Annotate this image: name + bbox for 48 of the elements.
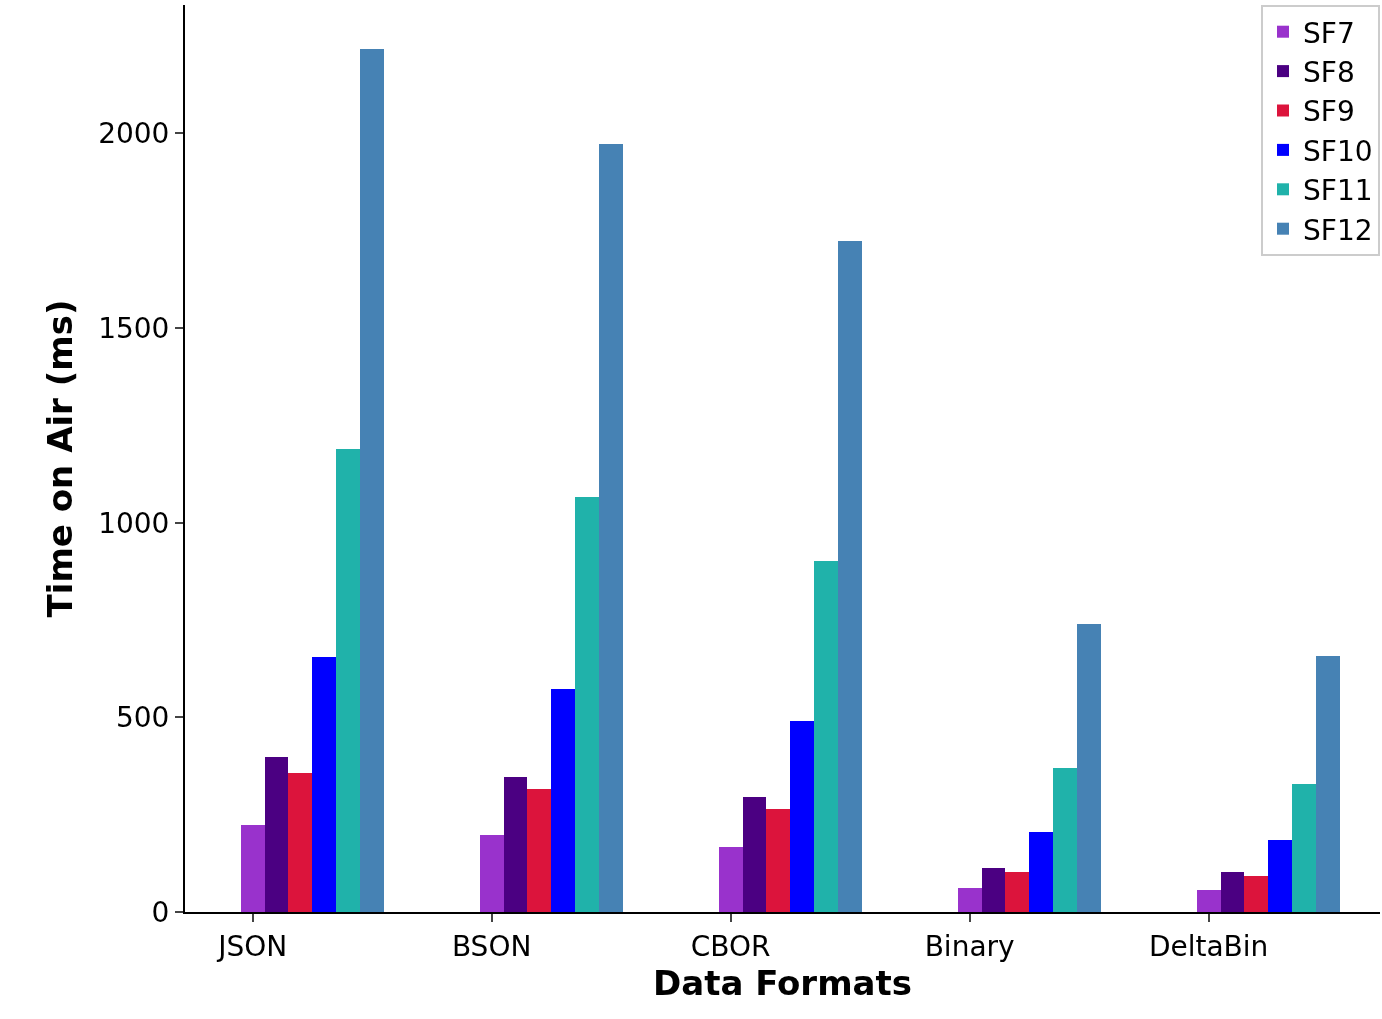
x-tick-label: Binary — [924, 929, 1015, 963]
bar — [241, 825, 265, 912]
bar — [265, 757, 288, 912]
bar — [1244, 876, 1268, 912]
bar — [551, 689, 575, 912]
legend-label: SF12 — [1303, 213, 1373, 247]
bar — [838, 241, 862, 912]
y-tick-label: 1000 — [98, 506, 170, 540]
legend-label: SF10 — [1303, 134, 1373, 168]
bar — [1316, 656, 1340, 912]
bar — [360, 49, 384, 912]
y-axis-title: Time on Air (ms) — [40, 299, 81, 618]
bar — [743, 797, 766, 912]
y-tick-label: 1500 — [98, 311, 170, 345]
y-tick-label: 2000 — [98, 117, 170, 151]
bar — [1077, 624, 1101, 912]
bar — [575, 497, 599, 912]
bar — [1053, 768, 1077, 912]
bar — [766, 809, 790, 912]
bar — [504, 777, 527, 912]
legend-label: SF7 — [1303, 16, 1355, 50]
bar — [1197, 890, 1221, 912]
x-axis-title: Data Formats — [652, 963, 913, 1004]
x-tick-label: JSON — [216, 929, 288, 963]
bar — [958, 888, 982, 912]
bar — [982, 868, 1005, 912]
x-tick-label: CBOR — [690, 929, 771, 963]
bar — [599, 144, 623, 912]
legend-label: SF9 — [1303, 95, 1355, 129]
bar — [1005, 872, 1029, 912]
bar — [336, 449, 360, 912]
bar — [814, 561, 838, 912]
bar — [480, 835, 504, 912]
legend-label: SF8 — [1303, 56, 1355, 90]
x-tick-label: BSON — [451, 929, 532, 963]
y-tick-label: 500 — [115, 701, 170, 735]
bar — [1029, 832, 1053, 912]
bar — [527, 789, 551, 912]
bar — [1221, 872, 1244, 912]
legend-label: SF11 — [1303, 174, 1373, 208]
x-tick-label: DeltaBin — [1148, 929, 1269, 963]
bar — [719, 847, 743, 912]
y-tick-label: 0 — [151, 895, 170, 929]
bar — [1292, 784, 1316, 912]
bar — [790, 721, 814, 912]
bar — [1268, 840, 1292, 912]
bar — [288, 773, 312, 912]
bar — [312, 657, 336, 912]
